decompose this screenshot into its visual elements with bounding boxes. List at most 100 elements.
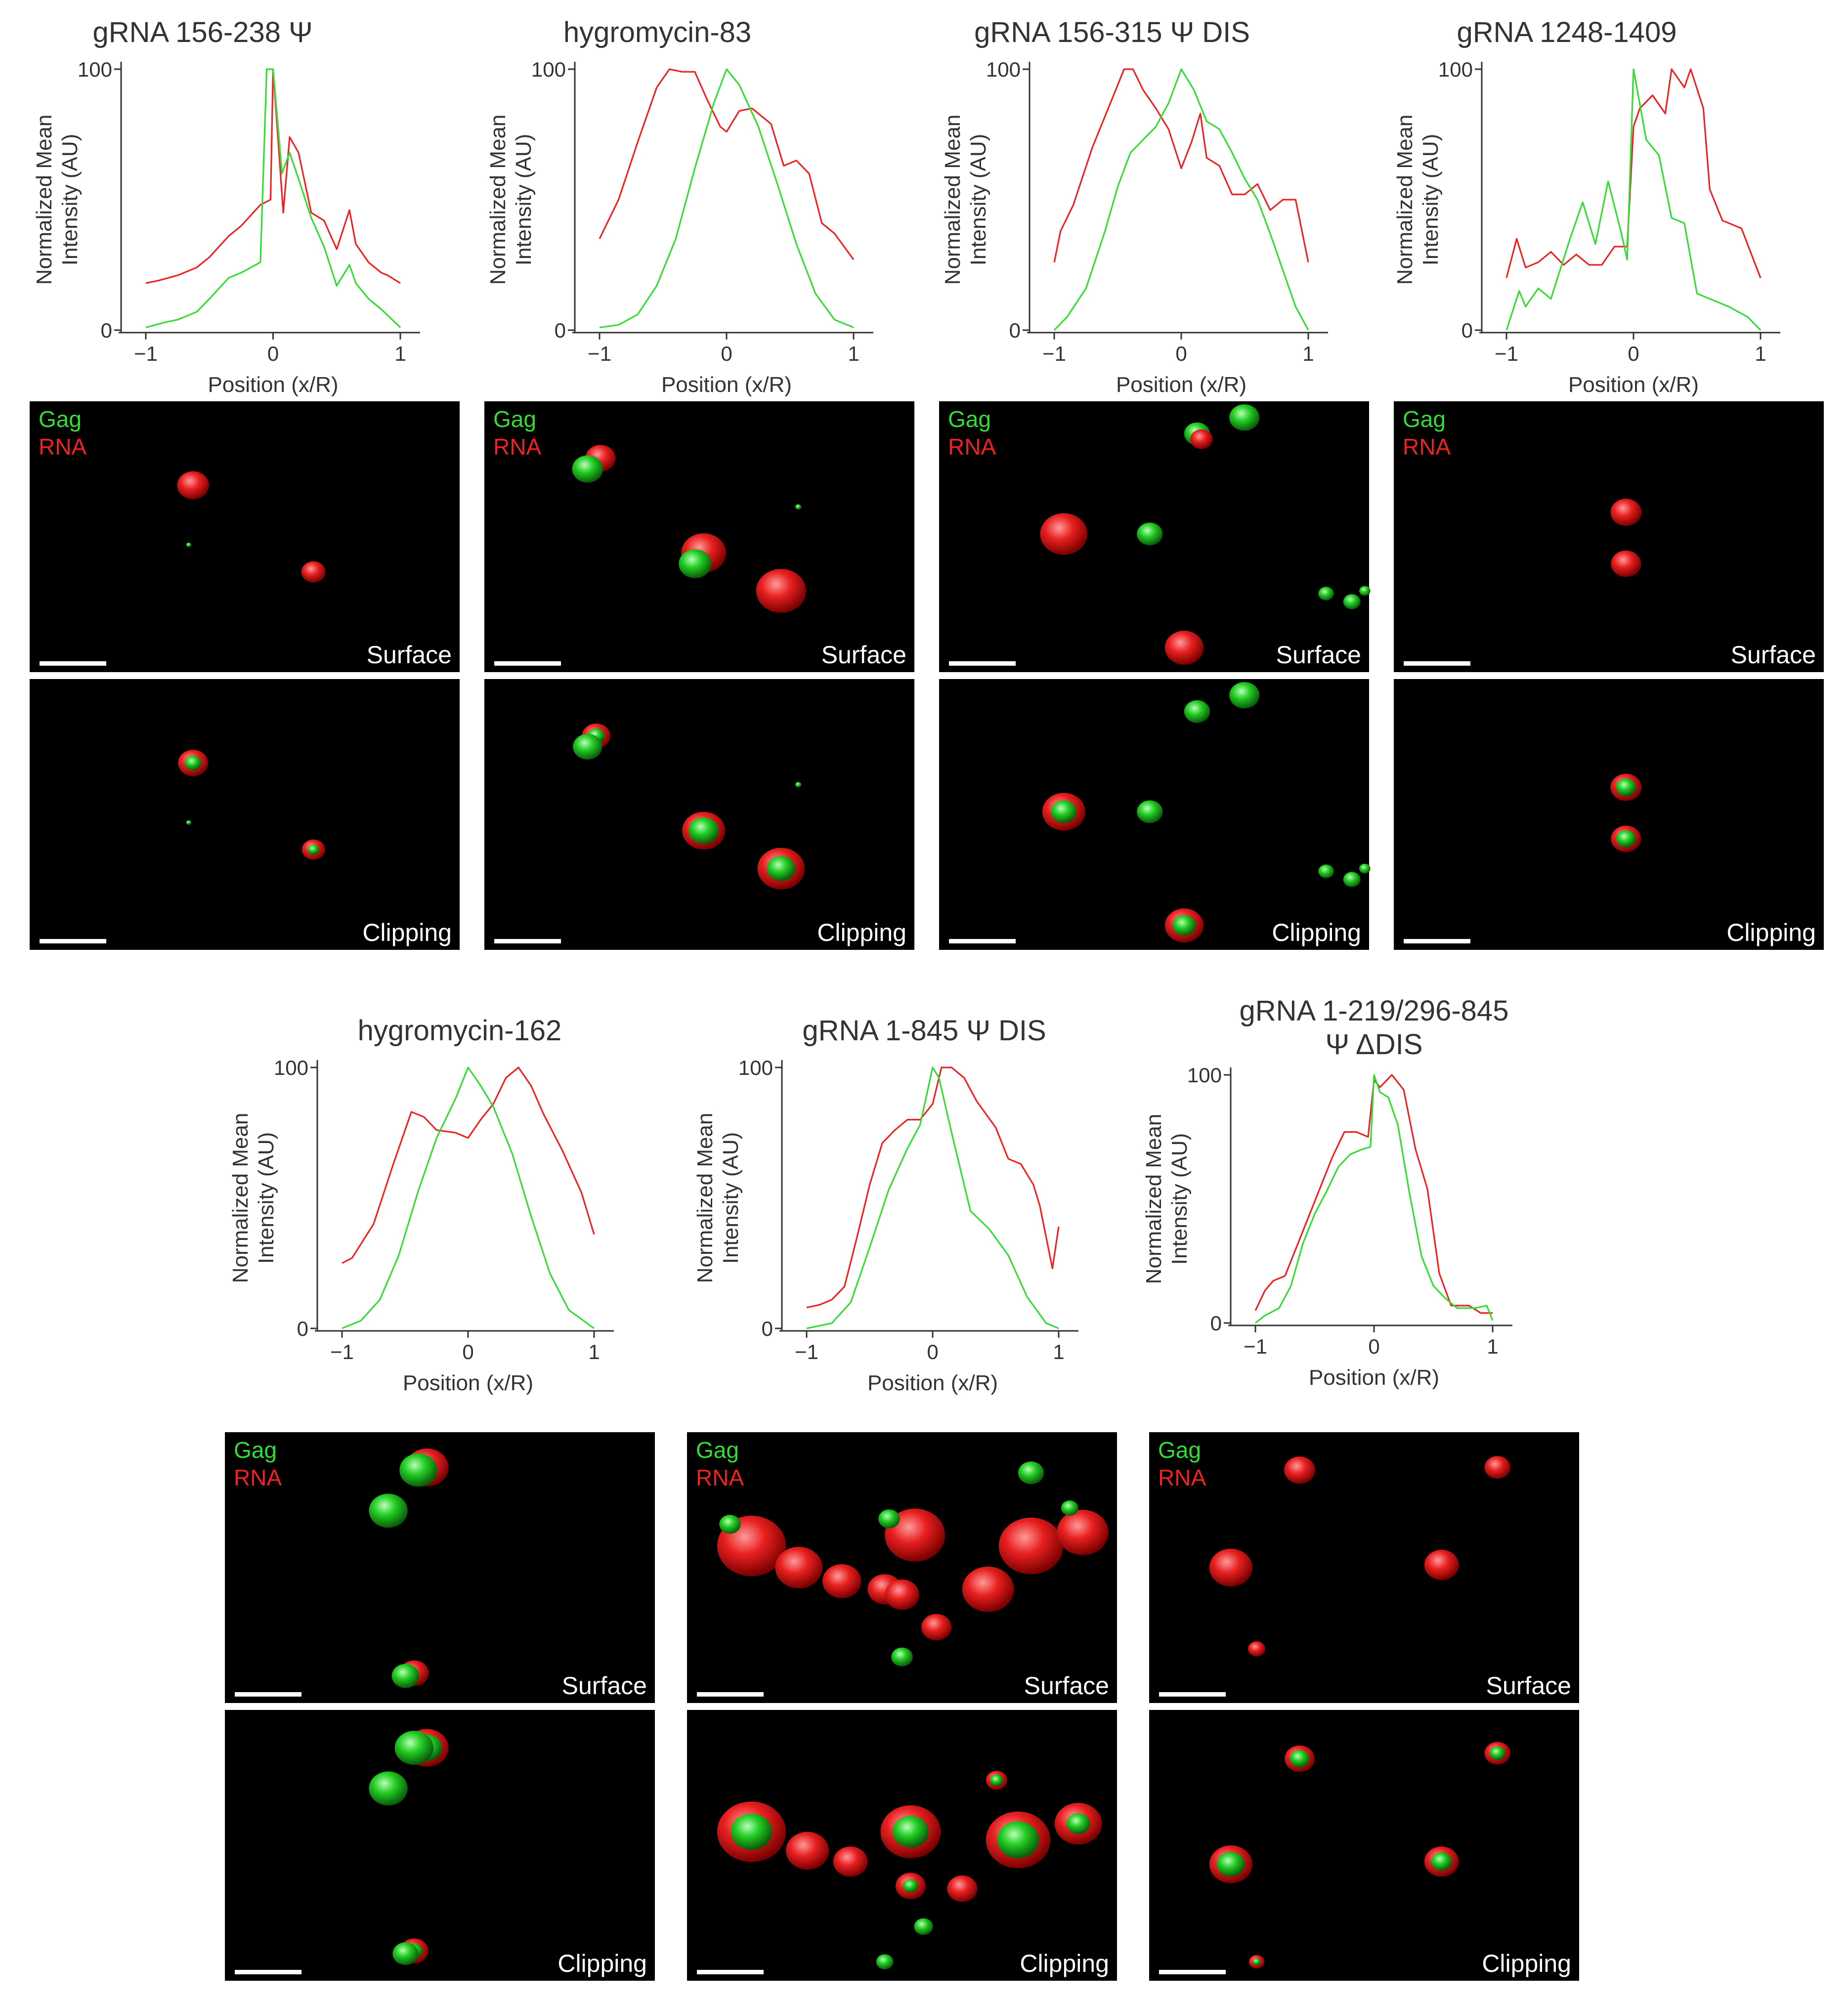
legend-gag: Gag <box>696 1437 739 1463</box>
rna-blob <box>1424 1549 1459 1580</box>
rna-blob <box>947 1875 978 1902</box>
clipping-label: Clipping <box>362 919 452 946</box>
x-axis-label: Position (x/R) <box>1116 373 1246 397</box>
gag-core <box>1490 1746 1505 1760</box>
clipping-label: Clipping <box>817 919 906 946</box>
y-tick-label: 0 <box>762 1317 773 1340</box>
surface-label: Surface <box>821 641 906 669</box>
scale-bar <box>494 939 561 943</box>
legend-rna: RNA <box>1158 1465 1206 1491</box>
clipping-render-panel: Clipping <box>484 679 914 950</box>
y-axis-label: Normalized Mean <box>941 115 965 285</box>
series-line-gag <box>1053 68 1309 331</box>
panel-4: gRNA 1248-1409 0 100 −1 0 1 Position (x/R) Norm… <box>1393 16 1824 950</box>
rna-blob <box>962 1566 1014 1612</box>
clipping-label: Clipping <box>1020 1950 1109 1977</box>
y-axis-label: Intensity (AU) <box>966 134 990 266</box>
gag-core <box>1066 1813 1090 1834</box>
rna-blob <box>998 1517 1064 1575</box>
rna-blob <box>1190 429 1213 449</box>
legend-gag: Gag <box>1403 406 1446 432</box>
gag-blob <box>1343 594 1361 609</box>
gag-blob <box>573 733 602 760</box>
gag-blob <box>186 820 192 825</box>
gag-blob <box>1018 1461 1044 1485</box>
gag-blob <box>1318 587 1334 600</box>
render-background <box>1394 679 1824 950</box>
x-tick-label: −1 <box>1495 342 1518 365</box>
surface-label: Surface <box>1486 1672 1571 1700</box>
x-axis-label: Position (x/R) <box>661 373 792 397</box>
legend-rna: RNA <box>1403 434 1451 460</box>
x-tick-label: 1 <box>1755 342 1766 365</box>
legend-gag: Gag <box>39 406 82 432</box>
chart-title: hygromycin-83 <box>563 16 751 48</box>
gag-blob <box>914 1918 933 1935</box>
clipping-render-panel: Clipping <box>1149 1710 1579 1981</box>
gag-core <box>892 1816 929 1848</box>
x-tick-label: −1 <box>795 1340 818 1363</box>
scale-bar <box>1159 1970 1226 1974</box>
gag-blob <box>1343 872 1361 887</box>
surface-label: Surface <box>562 1672 647 1700</box>
x-tick-label: 0 <box>1368 1335 1379 1358</box>
gag-blob <box>399 1453 437 1487</box>
x-tick-label: 0 <box>267 342 279 365</box>
y-tick-label: 100 <box>78 58 112 81</box>
gag-core <box>184 756 202 770</box>
series-line-gag <box>806 1066 1059 1329</box>
render-background <box>1149 1710 1579 1981</box>
rna-blob <box>786 1832 829 1870</box>
gag-core <box>1217 1852 1245 1877</box>
y-axis-label: Intensity (AU) <box>58 134 82 266</box>
x-tick-label: 0 <box>462 1340 473 1363</box>
legend-gag: Gag <box>948 406 991 432</box>
gag-blob <box>572 455 603 483</box>
gag-blob <box>878 1509 900 1529</box>
gag-blob <box>795 782 802 788</box>
scale-bar <box>949 661 1016 666</box>
rna-blob <box>833 1846 868 1877</box>
surface-label: Surface <box>1024 1672 1109 1700</box>
gag-core <box>767 856 796 881</box>
chart-title: gRNA 156-238 Ψ <box>92 16 312 48</box>
y-tick-label: 100 <box>986 58 1021 81</box>
x-tick-label: 1 <box>1487 1335 1498 1358</box>
gag-blob <box>719 1515 741 1534</box>
x-tick-label: 1 <box>394 342 406 365</box>
y-axis-label: Intensity (AU) <box>1418 134 1443 266</box>
y-axis-label: Normalized Mean <box>32 115 56 285</box>
clipping-render-panel: Clipping <box>30 679 460 950</box>
scale-bar <box>40 939 106 943</box>
rna-blob <box>1057 1509 1109 1555</box>
y-tick-label: 0 <box>1009 319 1021 342</box>
clipping-render-panel: Clipping <box>939 679 1371 950</box>
gag-blob <box>891 1647 913 1666</box>
y-tick-label: 0 <box>101 319 112 342</box>
scale-bar <box>697 1970 764 1974</box>
gag-blob <box>1359 863 1371 874</box>
rna-blob <box>885 1508 945 1562</box>
series-line-rna <box>1254 1074 1493 1314</box>
clipping-label: Clipping <box>1272 919 1361 946</box>
y-axis-label: Normalized Mean <box>1142 1114 1166 1284</box>
y-axis-label: Normalized Mean <box>693 1113 717 1283</box>
rna-blob <box>1040 513 1088 555</box>
series-line-rna <box>1053 68 1309 263</box>
rna-blob <box>921 1614 952 1641</box>
rna-blob <box>885 1579 919 1610</box>
gag-core <box>1431 1852 1452 1871</box>
chart-title: hygromycin-162 <box>358 1015 562 1047</box>
render-background <box>1394 401 1824 672</box>
series-line-rna <box>599 68 855 260</box>
scale-bar <box>1404 661 1470 666</box>
gag-core <box>307 844 319 855</box>
panel-5: hygromycin-162 0 100 −1 0 1 Position (x/R) Norm… <box>225 1015 655 1981</box>
panel-1: gRNA 156-238 Ψ 0 100 −1 0 1 Position (x/R) Norm… <box>30 16 460 950</box>
gag-core <box>1616 778 1636 797</box>
gag-core <box>1289 1750 1310 1768</box>
x-tick-label: −1 <box>134 342 158 365</box>
gag-blob <box>391 1663 420 1688</box>
